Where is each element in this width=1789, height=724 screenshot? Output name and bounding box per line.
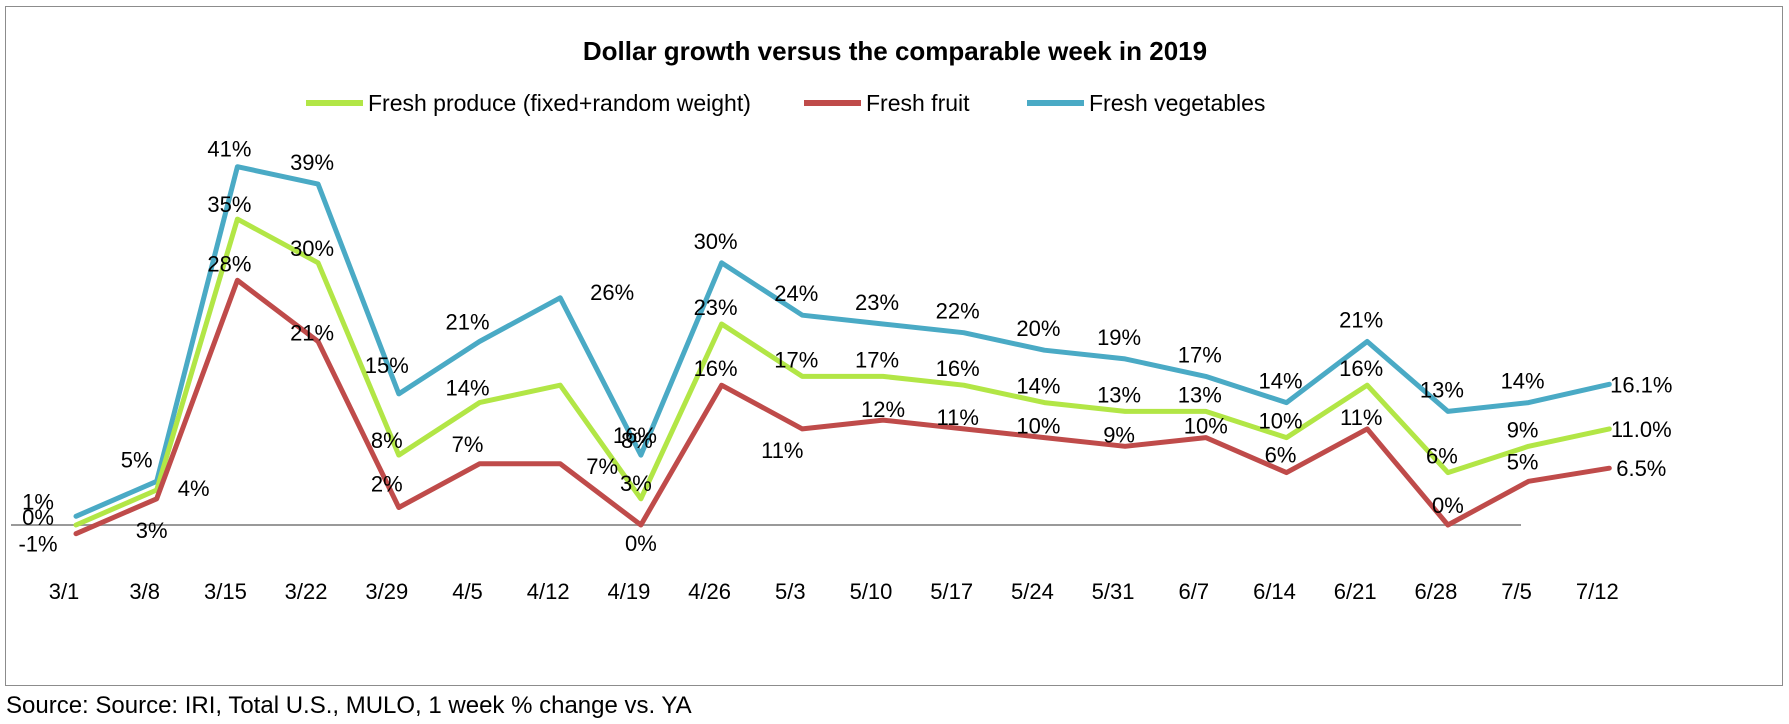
data-label: 35% — [207, 192, 251, 217]
source-note: Source: Source: IRI, Total U.S., MULO, 1… — [6, 692, 692, 719]
data-label: 13% — [1178, 382, 1222, 407]
data-label: 14% — [1016, 374, 1060, 399]
data-label: 16% — [1339, 356, 1383, 381]
x-tick-label: 3/15 — [204, 579, 247, 604]
data-label: 16% — [694, 356, 738, 381]
data-label: 0% — [22, 505, 54, 530]
data-label: 14% — [1501, 369, 1545, 394]
x-tick-label: 4/19 — [607, 579, 650, 604]
data-label: 16% — [613, 423, 657, 448]
data-label: 39% — [290, 150, 334, 175]
data-label: 21% — [290, 321, 334, 346]
data-label: 1% — [22, 489, 54, 514]
x-tick-label: 6/14 — [1253, 579, 1296, 604]
data-label: 6% — [1265, 443, 1297, 468]
x-tick-label: 3/8 — [129, 579, 160, 604]
data-label: 16% — [936, 356, 980, 381]
data-label: 23% — [694, 295, 738, 320]
x-tick-label: 5/31 — [1092, 579, 1135, 604]
x-tick-label: 7/5 — [1501, 579, 1532, 604]
data-label: 3% — [620, 471, 652, 496]
data-label: 13% — [1420, 377, 1464, 402]
line-chart: Dollar growth versus the comparable week… — [11, 36, 1672, 604]
data-label: 11% — [761, 438, 803, 463]
data-label: 20% — [1016, 316, 1060, 341]
x-tick-label: 6/7 — [1179, 579, 1210, 604]
data-label: 11% — [936, 405, 978, 430]
x-tick-label: 6/21 — [1334, 579, 1377, 604]
data-label: 10% — [1016, 414, 1060, 439]
data-label: 30% — [290, 236, 334, 261]
data-label: 7% — [452, 432, 484, 457]
x-tick-label: 3/22 — [285, 579, 328, 604]
data-label: 28% — [207, 251, 251, 276]
x-tick-label: 3/1 — [49, 579, 80, 604]
data-label: 21% — [445, 310, 489, 335]
data-label: 2% — [371, 472, 403, 497]
series-line-produce — [73, 216, 1612, 528]
series-line-vegetables — [73, 164, 1612, 519]
data-label: 14% — [1258, 369, 1302, 394]
data-label: 9% — [1103, 422, 1135, 447]
data-label: 8% — [371, 428, 403, 453]
data-label: 7% — [586, 454, 618, 479]
data-label-layer: 0% 4% 35% 30% 8% 14% 3% 23% 17% 17% 16% 14% 13% 13% 10… — [18, 137, 1672, 557]
data-label: 8% — [621, 428, 653, 453]
data-label: 3% — [136, 518, 168, 543]
data-label: 0% — [625, 531, 657, 556]
data-label: 30% — [694, 229, 738, 254]
x-tick-label: 6/28 — [1414, 579, 1457, 604]
data-label: 4% — [178, 476, 210, 501]
data-label: 5% — [121, 447, 153, 472]
data-label: 5% — [1507, 449, 1539, 474]
data-label: 22% — [936, 299, 980, 324]
data-label: 24% — [774, 281, 818, 306]
data-label: 10% — [1184, 414, 1228, 439]
legend-label: Fresh produce (fixed+random weight) — [368, 90, 751, 116]
series-line-fruit — [73, 277, 1612, 537]
data-label: 16.1% — [1610, 372, 1672, 397]
x-tick-label: 5/10 — [850, 579, 893, 604]
data-label: 6% — [1426, 444, 1458, 469]
x-tick-label: 4/5 — [452, 579, 483, 604]
data-label: 13% — [1097, 382, 1141, 407]
data-label: 41% — [207, 137, 251, 162]
x-tick-label: 5/3 — [775, 579, 806, 604]
x-tick-label: 3/29 — [365, 579, 408, 604]
legend-label: Fresh vegetables — [1089, 90, 1265, 116]
x-tick-label: 4/26 — [688, 579, 731, 604]
data-label: 6.5% — [1616, 456, 1666, 481]
data-label: 17% — [855, 347, 899, 372]
legend: Fresh produce (fixed+random weight) Fresh… — [306, 90, 1265, 116]
x-tick-label: 5/17 — [930, 579, 973, 604]
x-tick-label: 4/12 — [527, 579, 570, 604]
data-label: 21% — [1339, 308, 1383, 333]
chart-frame: Dollar growth versus the comparable week… — [5, 6, 1783, 686]
data-label: 11% — [1340, 405, 1382, 430]
data-label: 15% — [365, 353, 409, 378]
series-layer — [73, 164, 1612, 537]
legend-label: Fresh fruit — [866, 90, 970, 116]
data-label: 14% — [445, 376, 489, 401]
data-label: 10% — [1258, 409, 1302, 434]
data-label: 23% — [855, 290, 899, 315]
x-tick-label-layer: 3/1 3/8 3/15 3/22 3/29 4/5 4/12 4/19 4/26 5/3 5/10… — [49, 579, 1619, 604]
data-label: 0% — [1432, 493, 1464, 518]
chart-title: Dollar growth versus the comparable week… — [583, 36, 1207, 66]
data-label: 12% — [861, 397, 905, 422]
data-label: 17% — [1178, 342, 1222, 367]
x-tick-label: 7/12 — [1576, 579, 1619, 604]
x-tick-label: 5/24 — [1011, 579, 1054, 604]
data-label: 26% — [590, 280, 634, 305]
data-label: 19% — [1097, 325, 1141, 350]
data-label: 17% — [774, 347, 818, 372]
data-label: 9% — [1507, 417, 1539, 442]
data-label: 11.0% — [1611, 417, 1672, 442]
data-label: -1% — [18, 532, 57, 557]
